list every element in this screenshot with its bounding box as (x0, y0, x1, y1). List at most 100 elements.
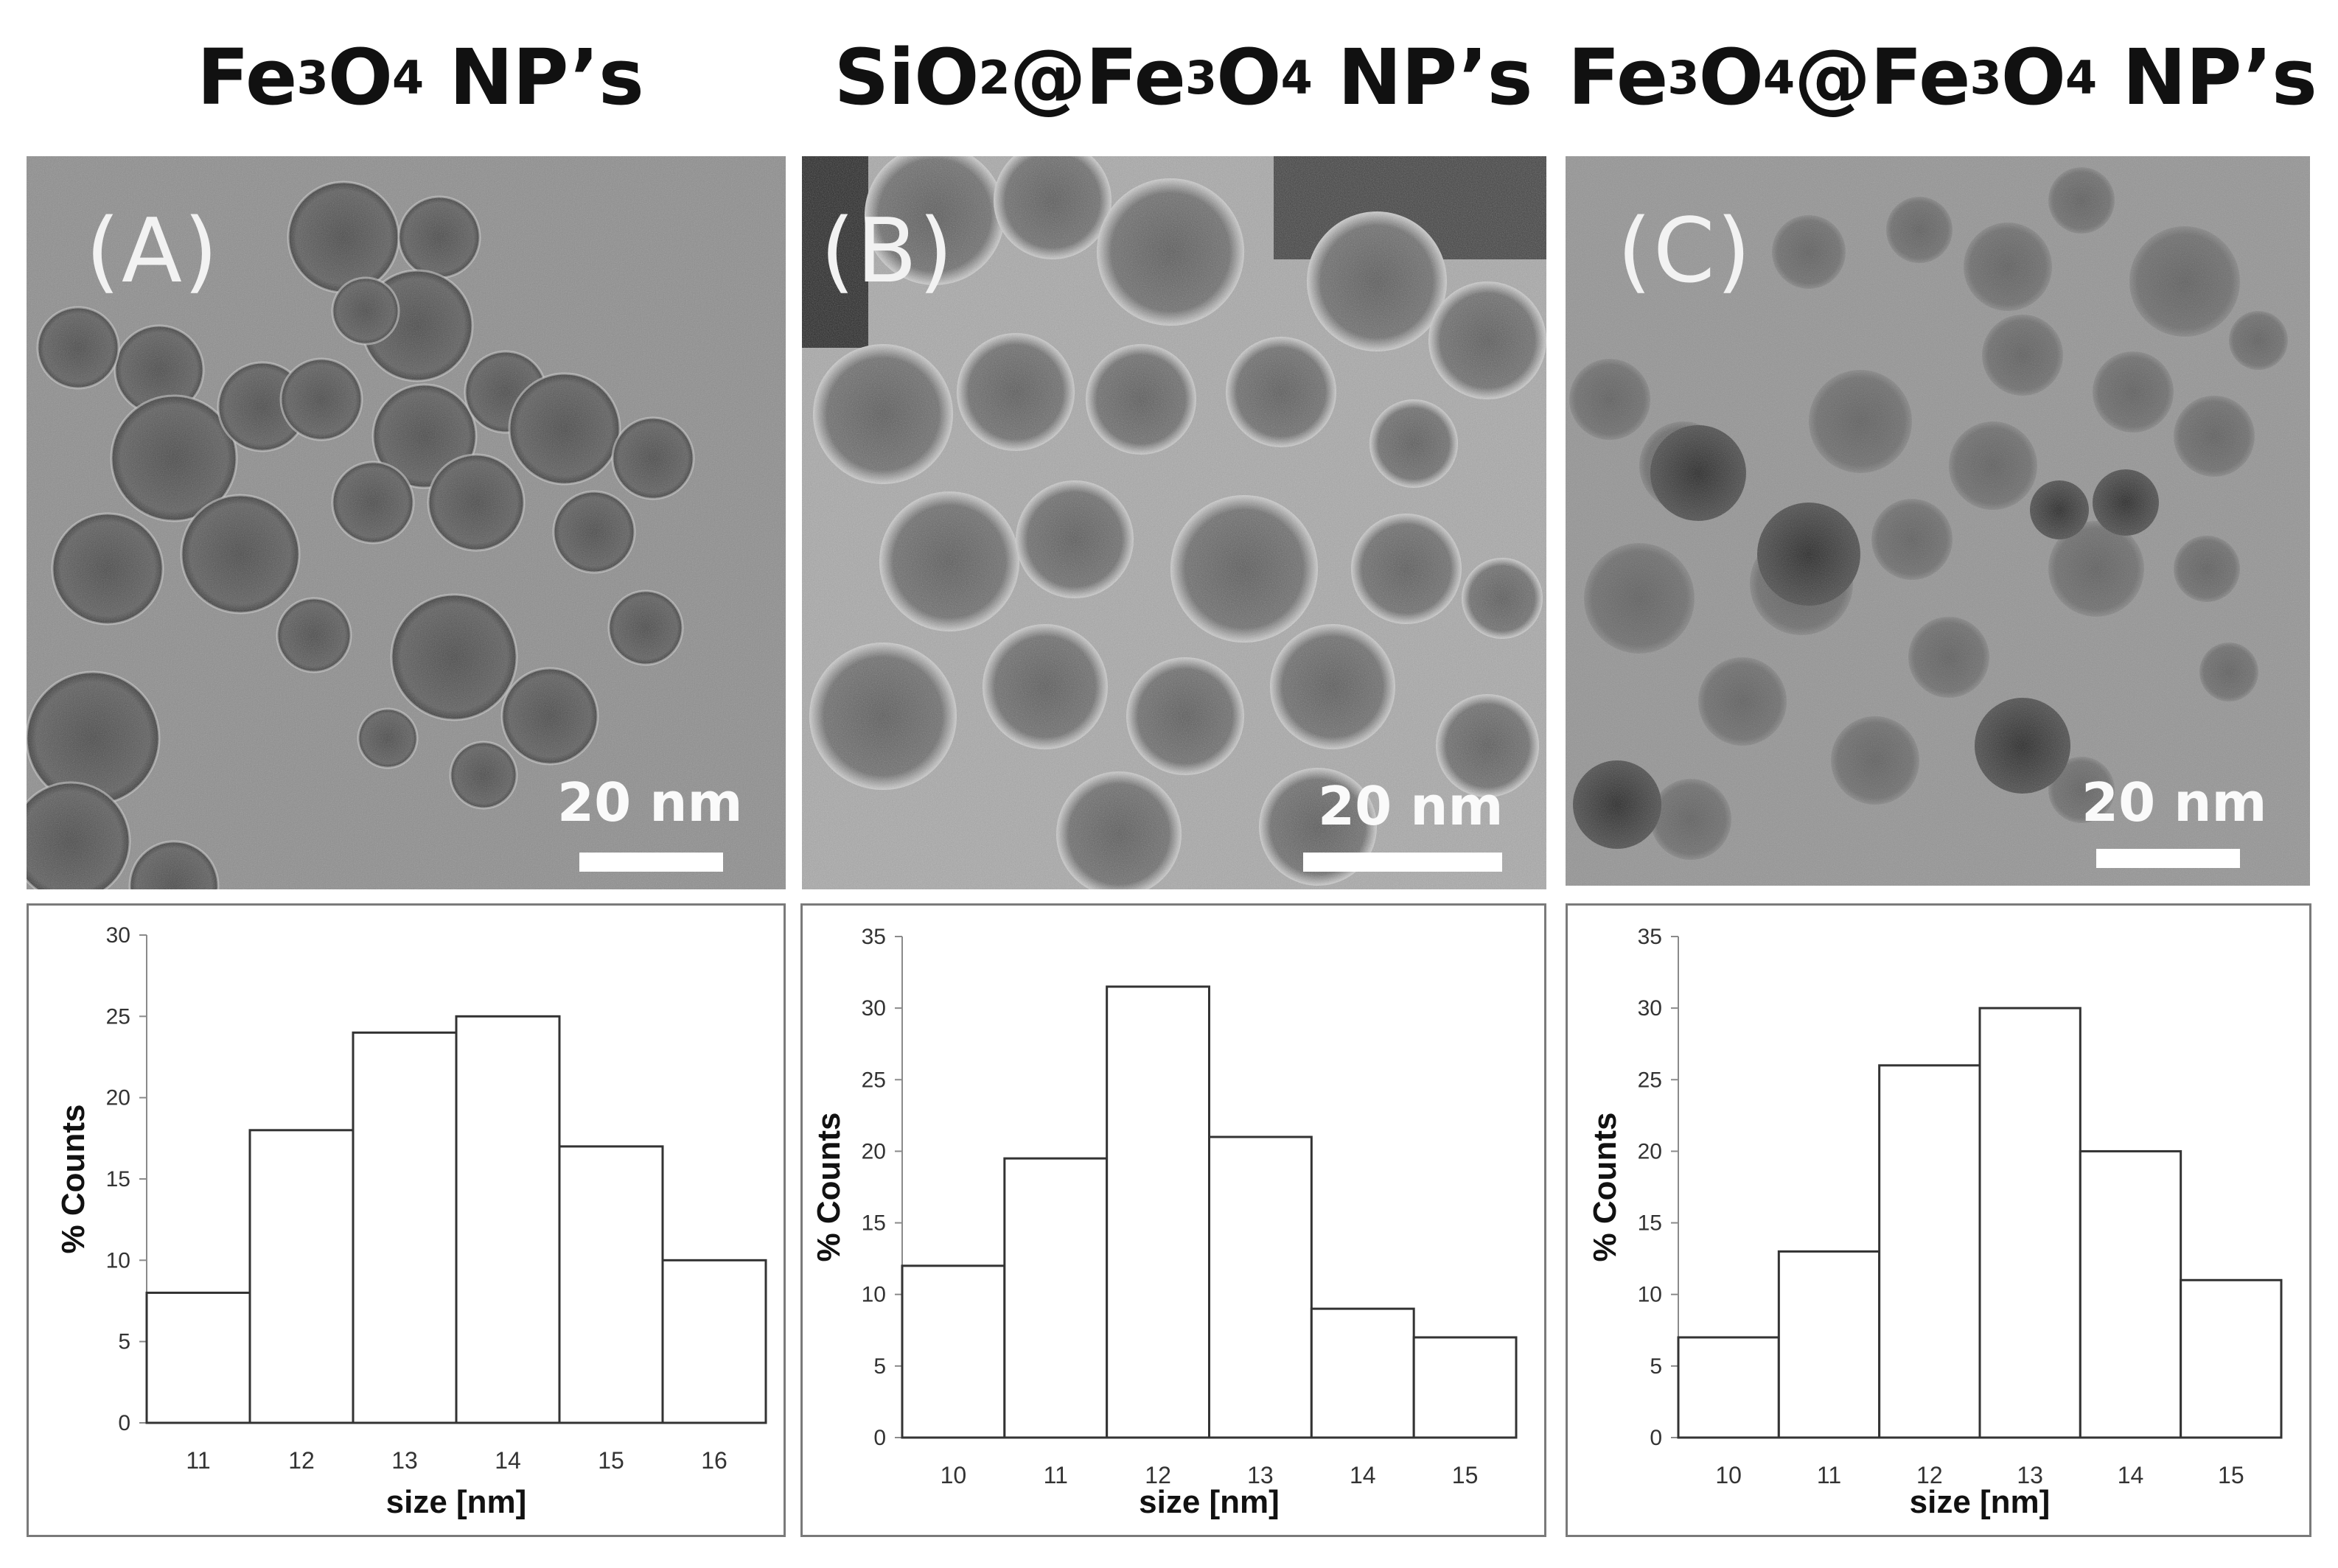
tem-image-b-graphic (802, 156, 1546, 889)
x-tick-label-b-0: 10 (941, 1462, 967, 1488)
x-tick-label-a-5: 16 (701, 1447, 727, 1474)
x-tick-label-a-0: 11 (186, 1447, 210, 1474)
y-tick-label-c-5: 25 (1638, 1068, 1662, 1092)
title-c-part-1: 3 (1667, 50, 1699, 105)
title-a-part-3: 4 (392, 50, 424, 105)
tem-image-b: (B) 20 nm (802, 156, 1546, 889)
y-axis-label-c: % Counts (1587, 1113, 1623, 1262)
bar-b-10 (901, 1264, 1006, 1439)
y-tick-label-b-6: 30 (862, 996, 886, 1021)
bar-c-12 (1878, 1064, 1981, 1439)
y-tick-label-b-2: 10 (862, 1283, 886, 1307)
bar-b-13 (1208, 1135, 1313, 1439)
y-tick-label-b-3: 15 (862, 1211, 886, 1236)
title-c-part-5: 3 (1969, 50, 2001, 105)
title-a-part-1: 3 (296, 50, 328, 105)
title-b-part-2: @Fe (1009, 32, 1186, 122)
x-tick-label-a-1: 12 (288, 1447, 315, 1474)
panel-letter-c: (C) (1617, 200, 1753, 303)
scale-label-b: 20 nm (1318, 775, 1504, 837)
y-tick-label-c-2: 10 (1638, 1283, 1662, 1307)
y-tick-label-a-6: 30 (106, 923, 130, 948)
tem-image-c: (C) 20 nm (1566, 156, 2310, 886)
y-axis-label-b: % Counts (811, 1113, 847, 1262)
title-a: Fe 3 O 4 NP’s (22, 22, 818, 133)
histogram-a-plot: 0 5 10 15 20 25 30 11 12 13 14 15 16 size [nm] % Count… (55, 923, 767, 1520)
title-b-part-1: 2 (978, 50, 1010, 105)
title-c-part-8: NP’s (2096, 32, 2317, 122)
x-tick-label-c-0: 10 (1715, 1462, 1742, 1488)
x-axis-label-a: size [nm] (386, 1484, 527, 1520)
tem-image-c-graphic (1566, 156, 2310, 886)
histogram-b-plot: 0 5 10 15 20 25 30 35 10 11 12 13 14 15 size [nm] % Cou… (811, 925, 1518, 1520)
panel-letter-b: (B) (820, 200, 955, 303)
y-tick-label-c-0: 0 (1650, 1426, 1662, 1450)
x-tick-label-b-5: 15 (1452, 1462, 1479, 1488)
y-tick-label-b-7: 35 (862, 925, 886, 949)
title-c: Fe 3 O 4 @Fe 3 O 4 NP’s (1555, 22, 2329, 133)
y-tick-label-a-0: 0 (118, 1411, 130, 1435)
x-tick-label-a-2: 13 (391, 1447, 418, 1474)
scale-bar-a (579, 853, 723, 872)
bar-b-15 (1412, 1336, 1518, 1439)
x-axis-label-b: size [nm] (1139, 1484, 1280, 1520)
title-c-part-4: @Fe (1794, 32, 1970, 122)
title-a-part-4: NP’s (423, 32, 644, 122)
bar-c-14 (2079, 1149, 2182, 1439)
bar-a-13 (352, 1031, 458, 1424)
bar-c-10 (1677, 1336, 1780, 1439)
scale-label-a: 20 nm (557, 771, 743, 833)
x-tick-label-c-1: 11 (1817, 1462, 1841, 1488)
y-tick-label-b-1: 5 (873, 1354, 886, 1379)
bar-a-11 (145, 1291, 251, 1424)
y-tick-label-a-3: 15 (106, 1167, 130, 1191)
bar-c-13 (1978, 1007, 2081, 1439)
title-b-part-3: 3 (1185, 50, 1217, 105)
histogram-a: 0 5 10 15 20 25 30 11 12 13 14 15 16 size [nm] % Count… (27, 903, 786, 1537)
bar-a-15 (558, 1145, 664, 1424)
y-tick-label-b-0: 0 (873, 1426, 886, 1450)
x-tick-label-b-3: 13 (1247, 1462, 1274, 1488)
bar-b-11 (1003, 1157, 1109, 1439)
title-b: SiO 2 @Fe 3 O 4 NP’s (796, 22, 1570, 133)
y-tick-label-b-5: 25 (862, 1068, 886, 1092)
bar-b-14 (1310, 1307, 1415, 1439)
bar-b-12 (1106, 985, 1210, 1439)
y-tick-label-c-4: 20 (1638, 1139, 1662, 1163)
y-tick-label-b-4: 20 (862, 1139, 886, 1163)
scale-bar-b (1303, 853, 1502, 872)
title-c-part-0: Fe (1568, 32, 1668, 122)
x-tick-label-c-2: 12 (1916, 1462, 1943, 1488)
title-c-part-2: O (1698, 32, 1764, 122)
title-c-part-6: O (2000, 32, 2066, 122)
histogram-b: 0 5 10 15 20 25 30 35 10 11 12 13 14 15 size [nm] % Cou… (800, 903, 1546, 1537)
x-tick-label-c-5: 15 (2218, 1462, 2244, 1488)
tem-image-a: (A) 20 nm (27, 156, 786, 889)
title-b-part-4: O (1216, 32, 1281, 122)
y-axis-label-a: % Counts (55, 1105, 91, 1254)
y-tick-label-c-1: 5 (1650, 1354, 1662, 1379)
title-a-part-2: O (327, 32, 393, 122)
x-tick-label-a-4: 15 (598, 1447, 624, 1474)
panel-letter-a: (A) (86, 200, 220, 303)
x-tick-label-c-4: 14 (2118, 1462, 2144, 1488)
title-b-part-6: NP’s (1311, 32, 1533, 122)
y-tick-label-a-5: 25 (106, 1004, 130, 1029)
title-c-part-7: 4 (2065, 50, 2097, 105)
scale-bar-c (2096, 849, 2240, 868)
y-tick-label-a-2: 10 (106, 1248, 130, 1273)
y-tick-label-c-6: 30 (1638, 996, 1662, 1021)
title-b-part-5: 4 (1280, 50, 1313, 105)
y-tick-label-a-1: 5 (118, 1330, 130, 1354)
x-tick-label-b-2: 12 (1145, 1462, 1171, 1488)
x-tick-label-a-3: 14 (495, 1447, 521, 1474)
bar-c-11 (1777, 1250, 1881, 1439)
bar-c-15 (2180, 1278, 2283, 1439)
histogram-c-plot: 0 5 10 15 20 25 30 35 10 11 12 13 14 15 size [nm] % Cou… (1587, 925, 2283, 1520)
x-tick-label-c-3: 13 (2017, 1462, 2043, 1488)
scale-label-c: 20 nm (2081, 771, 2267, 833)
title-c-part-3: 4 (1762, 50, 1795, 105)
bar-a-14 (455, 1015, 561, 1424)
histogram-c: 0 5 10 15 20 25 30 35 10 11 12 13 14 15 size [nm] % Cou… (1566, 903, 2311, 1537)
x-tick-label-b-1: 11 (1044, 1462, 1068, 1488)
